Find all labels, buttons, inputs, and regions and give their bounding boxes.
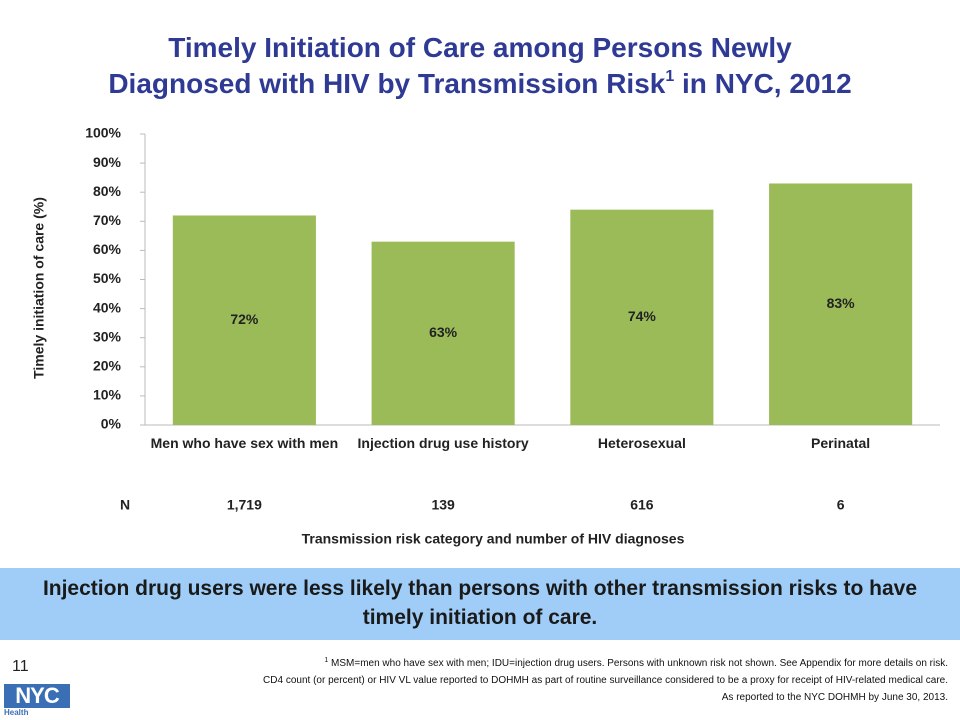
x-tick-label: Perinatal xyxy=(811,435,871,451)
y-tick-label: 90% xyxy=(93,154,122,170)
slide-title: Timely Initiation of Care among Persons … xyxy=(0,30,960,102)
logo: NYC Health xyxy=(4,684,70,718)
footnote-text: MSM=men who have sex with men; IDU=injec… xyxy=(331,658,948,669)
logo-name: NYC xyxy=(4,684,70,708)
title-superscript: 1 xyxy=(665,68,675,85)
x-tick-label: Injection drug use history xyxy=(357,435,529,451)
y-tick-label: 40% xyxy=(93,299,122,315)
n-count: 139 xyxy=(431,497,455,513)
callout: Injection drug users were less likely th… xyxy=(0,568,960,640)
y-tick-label: 50% xyxy=(93,270,122,286)
footnote-line: As reported to the NYC DOHMH by June 30,… xyxy=(721,692,948,703)
footnote-line: CD4 count (or percent) or HIV VL value r… xyxy=(263,675,948,686)
bar xyxy=(769,183,913,425)
bar-value-label: 63% xyxy=(429,324,458,340)
chart: Timely initiation of care (%) Transmissi… xyxy=(31,125,940,547)
x-axis-title: Transmission risk category and number of… xyxy=(302,531,685,547)
y-tick-label: 10% xyxy=(93,387,122,403)
x-tick-label: Men who have sex with men xyxy=(150,435,339,451)
x-tick-label: Heterosexual xyxy=(597,435,686,451)
title-line: Timely Initiation of Care among Persons … xyxy=(168,32,792,63)
n-label: N xyxy=(120,497,130,513)
n-count: 6 xyxy=(837,497,845,513)
n-count: 616 xyxy=(630,497,654,513)
n-count: 1,719 xyxy=(227,497,262,513)
title-line: Diagnosed with HIV by Transmission Risk xyxy=(108,68,666,99)
y-tick-label: 80% xyxy=(93,183,122,199)
title-suffix: in NYC, 2012 xyxy=(682,68,852,99)
y-tick-label: 0% xyxy=(101,416,122,432)
y-tick-label: 70% xyxy=(93,212,122,228)
footnote-marker: 1 xyxy=(324,657,329,664)
bar xyxy=(371,241,515,425)
y-tick-label: 30% xyxy=(93,328,122,344)
bar-value-label: 72% xyxy=(230,311,259,327)
logo-subtitle: Health xyxy=(4,708,29,717)
page-number: 11 xyxy=(12,658,29,675)
footnote-line: 1 MSM=men who have sex with men; IDU=inj… xyxy=(88,655,948,672)
y-axis-title: Timely initiation of care (%) xyxy=(31,197,47,379)
y-tick-label: 100% xyxy=(85,125,121,141)
y-tick-label: 20% xyxy=(93,358,122,374)
bar-value-label: 74% xyxy=(628,308,657,324)
bar xyxy=(172,215,316,425)
y-tick-label: 60% xyxy=(93,241,122,257)
bar-value-label: 83% xyxy=(827,295,856,311)
footnote: 1 MSM=men who have sex with men; IDU=inj… xyxy=(88,655,948,706)
bar xyxy=(570,209,714,425)
